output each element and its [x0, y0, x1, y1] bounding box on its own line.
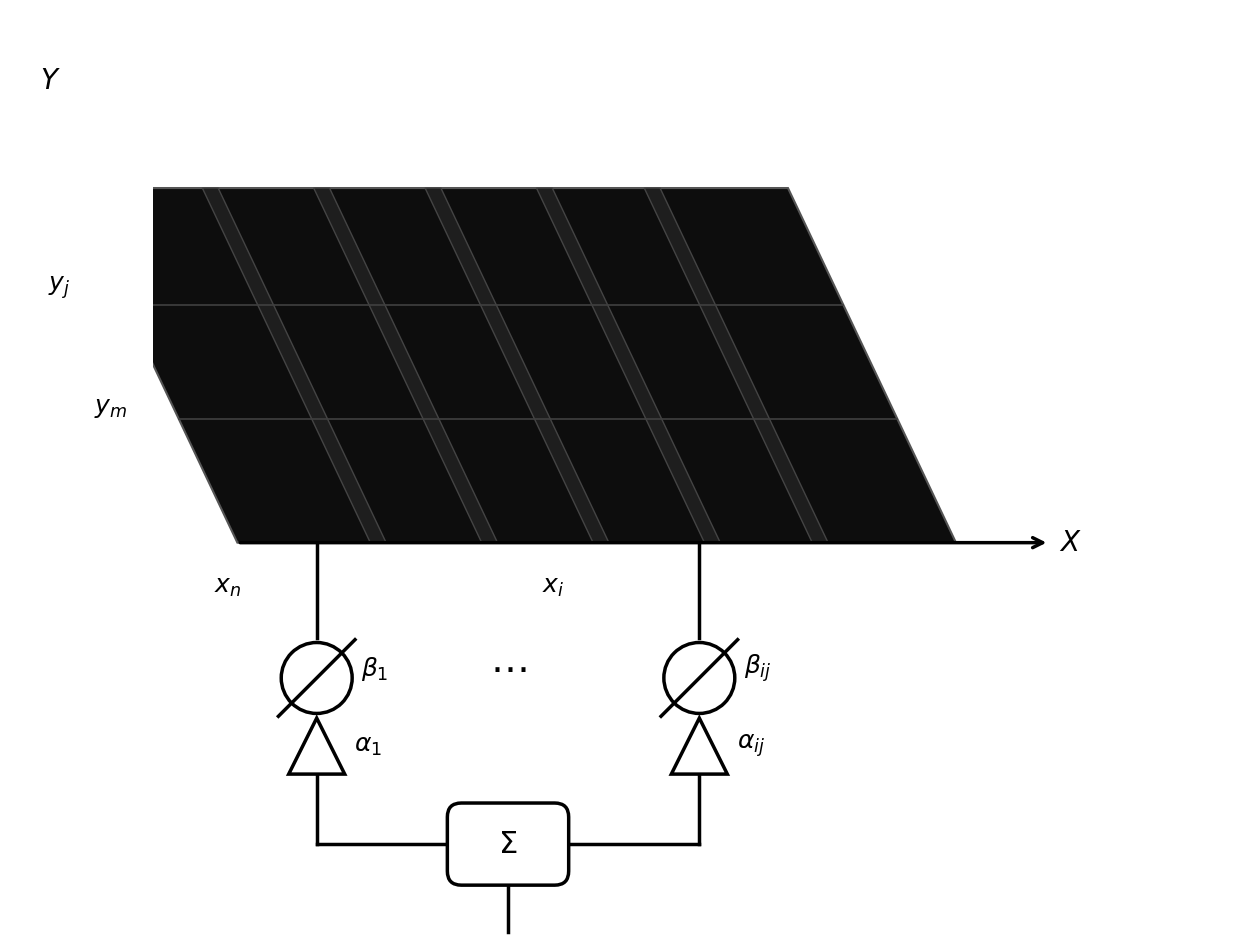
Polygon shape: [202, 188, 386, 543]
Text: $\cdots$: $\cdots$: [490, 650, 526, 688]
Polygon shape: [69, 188, 956, 543]
FancyBboxPatch shape: [448, 803, 569, 885]
Circle shape: [663, 642, 735, 713]
Text: $\alpha_1$: $\alpha_1$: [355, 734, 382, 758]
Text: $y_j$: $y_j$: [47, 274, 69, 300]
Polygon shape: [645, 188, 828, 543]
Text: $x_i$: $x_i$: [542, 576, 564, 599]
Text: $Y$: $Y$: [41, 66, 61, 95]
Text: $X$: $X$: [1059, 529, 1081, 557]
Text: $x_n$: $x_n$: [215, 576, 242, 599]
Polygon shape: [671, 718, 728, 774]
Polygon shape: [537, 188, 720, 543]
Polygon shape: [314, 188, 497, 543]
Text: $\beta_1$: $\beta_1$: [362, 654, 389, 682]
Text: $\Sigma$: $\Sigma$: [498, 829, 518, 858]
Circle shape: [281, 642, 352, 713]
Text: $\alpha_{ij}$: $\alpha_{ij}$: [737, 733, 765, 759]
Text: $y_m$: $y_m$: [93, 396, 126, 420]
Polygon shape: [425, 188, 609, 543]
Text: $\beta_{ij}$: $\beta_{ij}$: [744, 652, 771, 684]
Polygon shape: [289, 718, 345, 774]
